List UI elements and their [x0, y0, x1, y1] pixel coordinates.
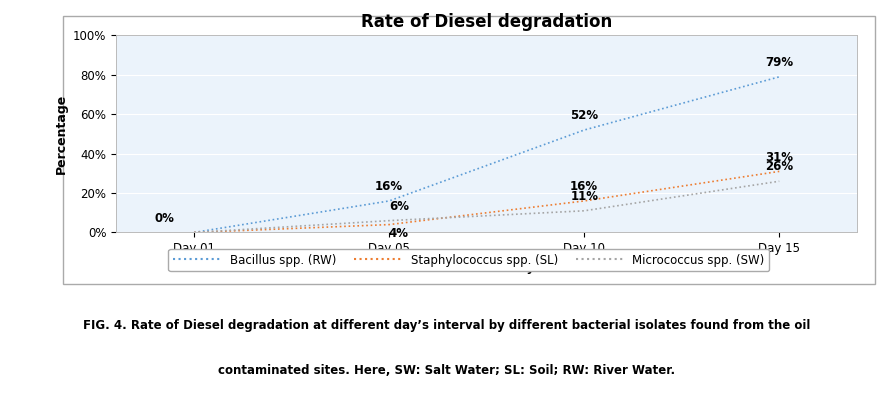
- Text: 79%: 79%: [765, 56, 793, 69]
- Text: 0%: 0%: [154, 212, 175, 225]
- Text: 16%: 16%: [375, 180, 404, 193]
- Text: 16%: 16%: [570, 180, 598, 193]
- Text: 26%: 26%: [765, 160, 793, 173]
- Text: contaminated sites. Here, SW: Salt Water; SL: Soil; RW: River Water.: contaminated sites. Here, SW: Salt Water…: [218, 364, 675, 377]
- Text: 11%: 11%: [571, 190, 598, 203]
- Text: 52%: 52%: [570, 109, 598, 122]
- Text: 6%: 6%: [389, 200, 409, 213]
- Legend: Bacillus spp. (RW), Staphylococcus spp. (SL), Micrococcus spp. (SW): Bacillus spp. (RW), Staphylococcus spp. …: [169, 249, 769, 271]
- Y-axis label: Percentage: Percentage: [54, 94, 68, 174]
- X-axis label: Number of days: Number of days: [431, 261, 542, 274]
- Text: 31%: 31%: [765, 151, 793, 164]
- Title: Rate of Diesel degradation: Rate of Diesel degradation: [361, 13, 613, 31]
- Text: 4%: 4%: [389, 227, 409, 240]
- Text: FIG. 4. Rate of Diesel degradation at different day’s interval by different bact: FIG. 4. Rate of Diesel degradation at di…: [83, 319, 810, 331]
